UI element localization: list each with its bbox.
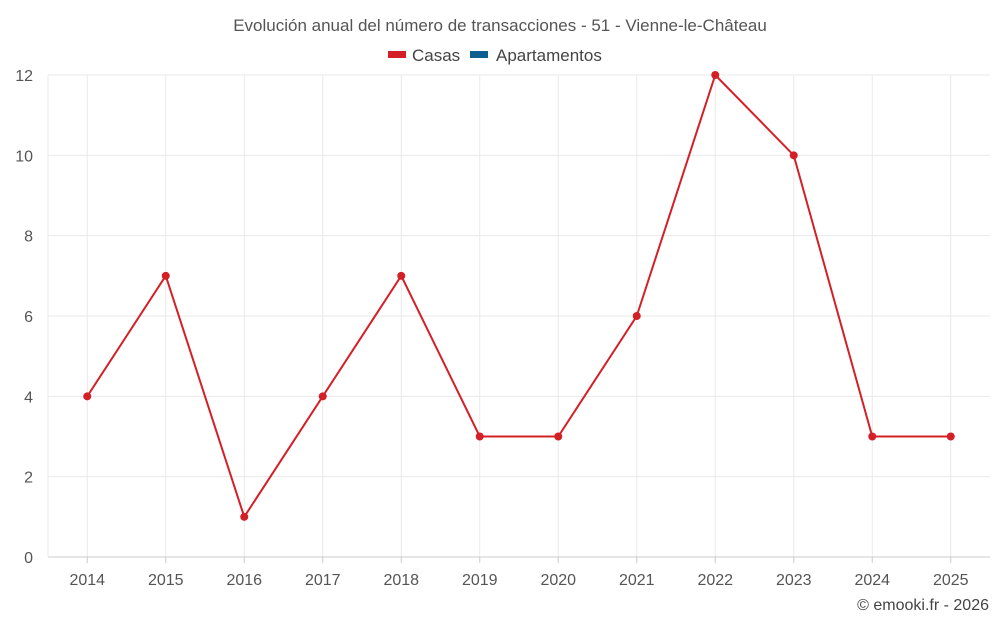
axes: 0 2 4 6 8 10 12 2014 2015 2016 2017 2018 2019 2020 202…: [15, 68, 990, 589]
y-tick-label: 10: [15, 148, 33, 165]
x-tick-label: 2014: [69, 572, 105, 589]
data-point[interactable]: [868, 432, 877, 441]
data-point[interactable]: [240, 512, 249, 521]
legend-item-casas[interactable]: Casas: [388, 46, 460, 65]
x-tick-label: 2018: [383, 572, 419, 589]
y-tick-label: 0: [24, 550, 33, 567]
legend-label-casas: Casas: [412, 46, 460, 65]
legend-label-apartamentos: Apartamentos: [496, 46, 602, 65]
y-tick-label: 4: [24, 389, 33, 406]
data-point[interactable]: [632, 312, 641, 320]
legend: Casas Apartamentos: [388, 46, 602, 65]
x-tick-label: 2019: [462, 572, 498, 589]
x-tick-label: 2023: [776, 572, 812, 589]
grid: [48, 74, 990, 557]
x-tick-label: 2022: [697, 572, 733, 589]
x-tick-label: 2021: [619, 572, 655, 589]
legend-swatch-casas: [388, 51, 406, 58]
y-tick-label: 2: [24, 470, 33, 487]
series-line-0: [86, 73, 951, 520]
data-point[interactable]: [475, 432, 484, 441]
y-tick-label: 12: [15, 68, 33, 85]
data-point[interactable]: [554, 432, 563, 441]
x-tick-label: 2024: [854, 572, 890, 589]
data-point[interactable]: [83, 392, 92, 401]
x-tick-label: 2015: [148, 572, 184, 589]
data-point[interactable]: [789, 151, 798, 160]
data-point[interactable]: [711, 71, 720, 79]
x-tick-label: 2025: [933, 572, 969, 589]
legend-swatch-apartamentos: [470, 51, 488, 58]
x-tick-label: 2016: [226, 572, 262, 589]
y-tick-label: 8: [24, 229, 33, 246]
data-point[interactable]: [161, 271, 170, 280]
data-point[interactable]: [946, 432, 955, 441]
data-point[interactable]: [397, 271, 406, 280]
series-casas: [83, 71, 955, 521]
x-tick-label: 2020: [540, 572, 576, 589]
x-tick-label: 2017: [305, 572, 341, 589]
data-point[interactable]: [318, 392, 327, 401]
chart-title: Evolución anual del número de transaccio…: [233, 16, 767, 35]
y-tick-label: 6: [24, 309, 33, 326]
legend-item-apartamentos[interactable]: Apartamentos: [470, 46, 602, 65]
credit-text: © emooki.fr - 2026: [857, 597, 989, 614]
